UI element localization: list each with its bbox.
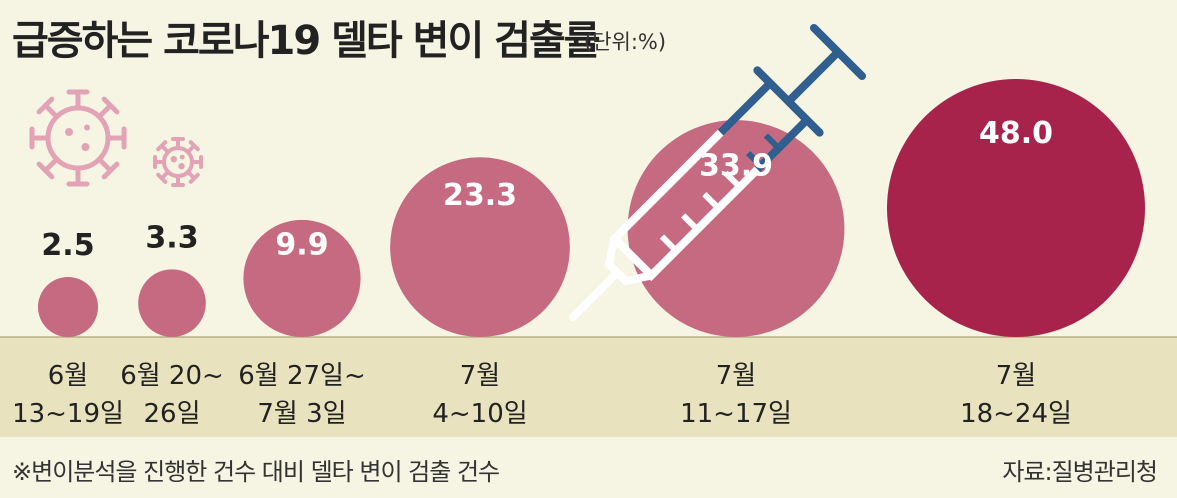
value-label-5: 48.0 (979, 116, 1053, 151)
source-label: 자료:질병관리청 (1002, 458, 1158, 486)
category-label-4-1: 11~17일 (680, 399, 792, 429)
bubble-5 (887, 79, 1145, 337)
virus-icon (29, 89, 127, 187)
bubble-2 (243, 219, 361, 337)
footnote: ※변이분석을 진행한 건수 대비 델타 변이 검출 건수 (12, 458, 500, 486)
category-labels-group: 6월 13~19일 6월 20~ 26일 6월 27일~ 7월 3일 7월 4~10일 7월 11… (12, 361, 1072, 429)
category-label-3-1: 4~10일 (432, 399, 527, 429)
category-label-4-0: 7월 (716, 361, 756, 391)
value-label-0: 2.5 (41, 228, 94, 263)
syringe-icon (568, 23, 867, 322)
value-labels-group: 2.5 3.3 9.9 23.3 33.9 48.0 (41, 116, 1053, 263)
category-label-5-0: 7월 (996, 361, 1036, 391)
category-label-0-1: 13~19일 (12, 399, 124, 429)
chart-title: 급증하는 코로나19 델타 변이 검출률 (12, 18, 601, 64)
category-label-2-0: 6월 27일~ (238, 361, 366, 391)
category-label-3-0: 7월 (460, 361, 500, 391)
axis-band (0, 337, 1177, 437)
category-label-1-1: 26일 (143, 399, 200, 429)
virus-icon (153, 137, 203, 187)
value-label-3: 23.3 (443, 178, 517, 213)
category-label-2-1: 7월 3일 (257, 399, 346, 429)
category-label-5-1: 18~24일 (960, 399, 1072, 429)
bubble-0 (38, 277, 98, 337)
unit-label: (단위:%) (584, 30, 667, 54)
value-label-1: 3.3 (145, 220, 198, 255)
bubbles-group (38, 79, 1145, 337)
category-label-0-0: 6월 (48, 361, 88, 391)
bubble-3 (390, 157, 570, 337)
value-label-2: 9.9 (275, 227, 328, 262)
bubble-1 (138, 269, 206, 337)
value-label-4: 33.9 (699, 149, 773, 184)
category-label-1-0: 6월 20~ (120, 361, 224, 391)
